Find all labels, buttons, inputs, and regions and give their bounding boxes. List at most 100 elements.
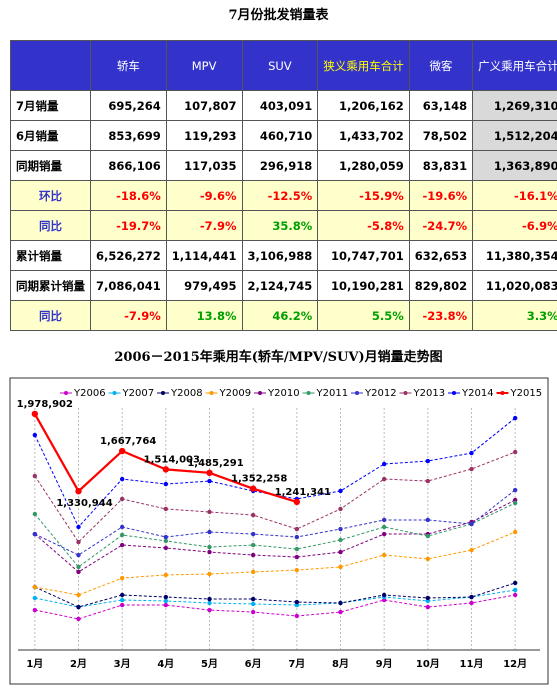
table-cell: 1,280,059 [317,150,410,181]
data-point [512,487,518,493]
data-point [76,552,81,558]
table-cell: 979,495 [165,270,243,301]
data-point [119,597,125,603]
table-cell: -19.6% [408,180,474,211]
data-point [512,580,518,586]
table-cell: 1,269,310 [472,90,557,121]
table-cell: 同比 [10,300,91,331]
table-cell: 11,380,354 [472,240,557,271]
data-point [207,571,212,577]
table-cell: 2,124,745 [241,270,319,301]
table-cell: 78,502 [408,120,474,151]
table-cell: 35.8% [241,210,319,241]
data-point [163,545,169,551]
data-point [76,604,81,610]
data-point [32,432,38,438]
data-point [250,609,256,615]
data-point [118,447,126,455]
table-cell: -15.9% [317,180,410,211]
data-point [381,524,387,530]
table-row: 轿车 MPV SUV 狭义乘用车合计 微客 广义乘用车合计 [10,40,557,91]
table-cell: 微客 [408,40,474,91]
data-point [294,567,300,573]
data-point [207,529,212,535]
table-row: 7月销量 695,264 107,807 403,091 1,206,162 63,148… [10,90,557,121]
series-line [34,489,516,556]
data-point [162,466,170,473]
data-point [163,602,169,608]
data-point [250,542,256,548]
data-point [294,534,300,540]
legend-label: Y2014 [461,388,494,399]
table-cell: -7.9% [90,300,167,331]
data-point [338,488,343,494]
data-point [338,600,343,606]
data-point [207,600,212,606]
table-cell: 同比 [10,210,91,241]
legend-marker [258,391,262,395]
data-point [207,544,212,550]
table-cell: 695,264 [90,90,167,121]
data-point [425,517,431,523]
data-point [512,415,518,421]
sales-table: 轿车 MPV SUV 狭义乘用车合计 微客 广义乘用车合计 7月销量 695,264 107,8… [10,40,557,331]
legend-label: Y2012 [364,388,397,399]
table-cell: 1,114,441 [165,240,243,271]
data-point [207,549,212,555]
x-tick-label: 10月 [416,658,440,670]
data-point [425,595,431,601]
chart-title: 2006－2015年乘用车(轿车/MPV/SUV)月销量走势图 [114,350,443,365]
data-point [469,450,474,456]
table-cell: SUV [241,40,319,91]
data-point [469,466,474,472]
x-tick-label: 3月 [114,658,131,670]
data-point [425,458,431,464]
data-point [119,496,125,502]
data-point [207,478,212,484]
table-cell: 119,293 [165,120,243,151]
x-tick-label: 11月 [460,658,484,670]
series-line [34,502,516,568]
data-point [294,554,300,560]
series-line [34,582,516,608]
table-cell: 107,807 [165,90,243,121]
table-row: 同比 -19.7% -7.9% 35.8% -5.8% -24.7% -6.9% [10,210,557,241]
data-label: 1,330,944 [56,498,112,509]
data-label: 1,978,902 [17,399,73,410]
table-cell: 83,831 [408,150,474,181]
legend-marker [306,391,311,395]
data-point [381,592,387,598]
data-point [163,481,169,487]
data-point [338,549,343,555]
x-tick-label: 4月 [157,658,174,670]
data-point [207,596,212,602]
table-cell: 1,433,702 [317,120,410,151]
table-cell: 7月销量 [10,90,91,121]
legend-marker [500,391,505,395]
data-point [119,476,125,482]
data-point [119,542,125,548]
table-cell: -12.5% [241,180,319,211]
data-point [381,476,387,482]
table-cell: 广义乘用车合计 [472,40,557,91]
table-cell: 13.8% [165,300,243,331]
data-point [512,500,518,506]
legend-label: Y2011 [316,388,349,399]
legend-label: Y2008 [170,388,203,399]
data-point [206,469,213,477]
table-title: 7月份批发销量表 [228,8,329,23]
table-cell: 7,086,041 [90,270,167,301]
data-point [512,592,518,598]
table-row: 同比 -7.9% 13.8% 46.2% 5.5% -23.8% 3.3% [10,300,557,331]
legend-marker [452,391,456,395]
data-point [250,601,256,607]
data-point [425,604,431,610]
table-cell: 3,106,988 [241,240,319,271]
table-cell: 6,526,272 [90,240,167,271]
data-point [163,594,169,600]
table-cell: 环比 [10,180,91,211]
table-row: 环比 -18.6% -9.6% -12.5% -15.9% -19.6% -16.1% [10,180,557,211]
x-tick-label: 6月 [245,658,262,670]
data-label: 1,667,764 [100,436,156,447]
